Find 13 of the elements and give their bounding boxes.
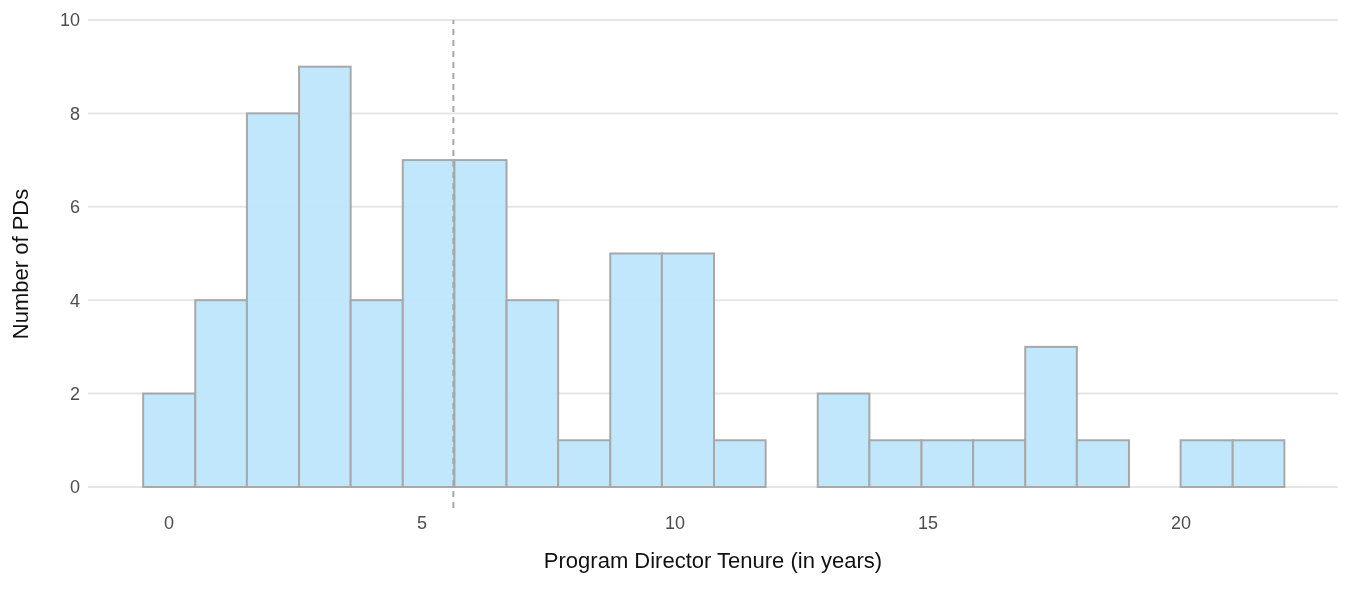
x-tick-label: 20 [1171,512,1192,533]
x-tick-label: 15 [918,512,939,533]
y-tick-label: 0 [69,477,80,498]
y-tick-label: 6 [69,197,80,218]
y-tick-label: 8 [69,103,80,124]
x-tick-label: 0 [163,512,174,533]
y-tick-label: 2 [69,383,80,404]
x-axis-title: Program Director Tenure (in years) [543,548,883,573]
y-tick-label: 4 [69,290,80,311]
y-tick-label: 10 [59,10,80,31]
x-tick-label: 5 [417,512,428,533]
y-axis-title: Number of PDs [7,188,33,340]
x-tick-label: 10 [665,512,686,533]
